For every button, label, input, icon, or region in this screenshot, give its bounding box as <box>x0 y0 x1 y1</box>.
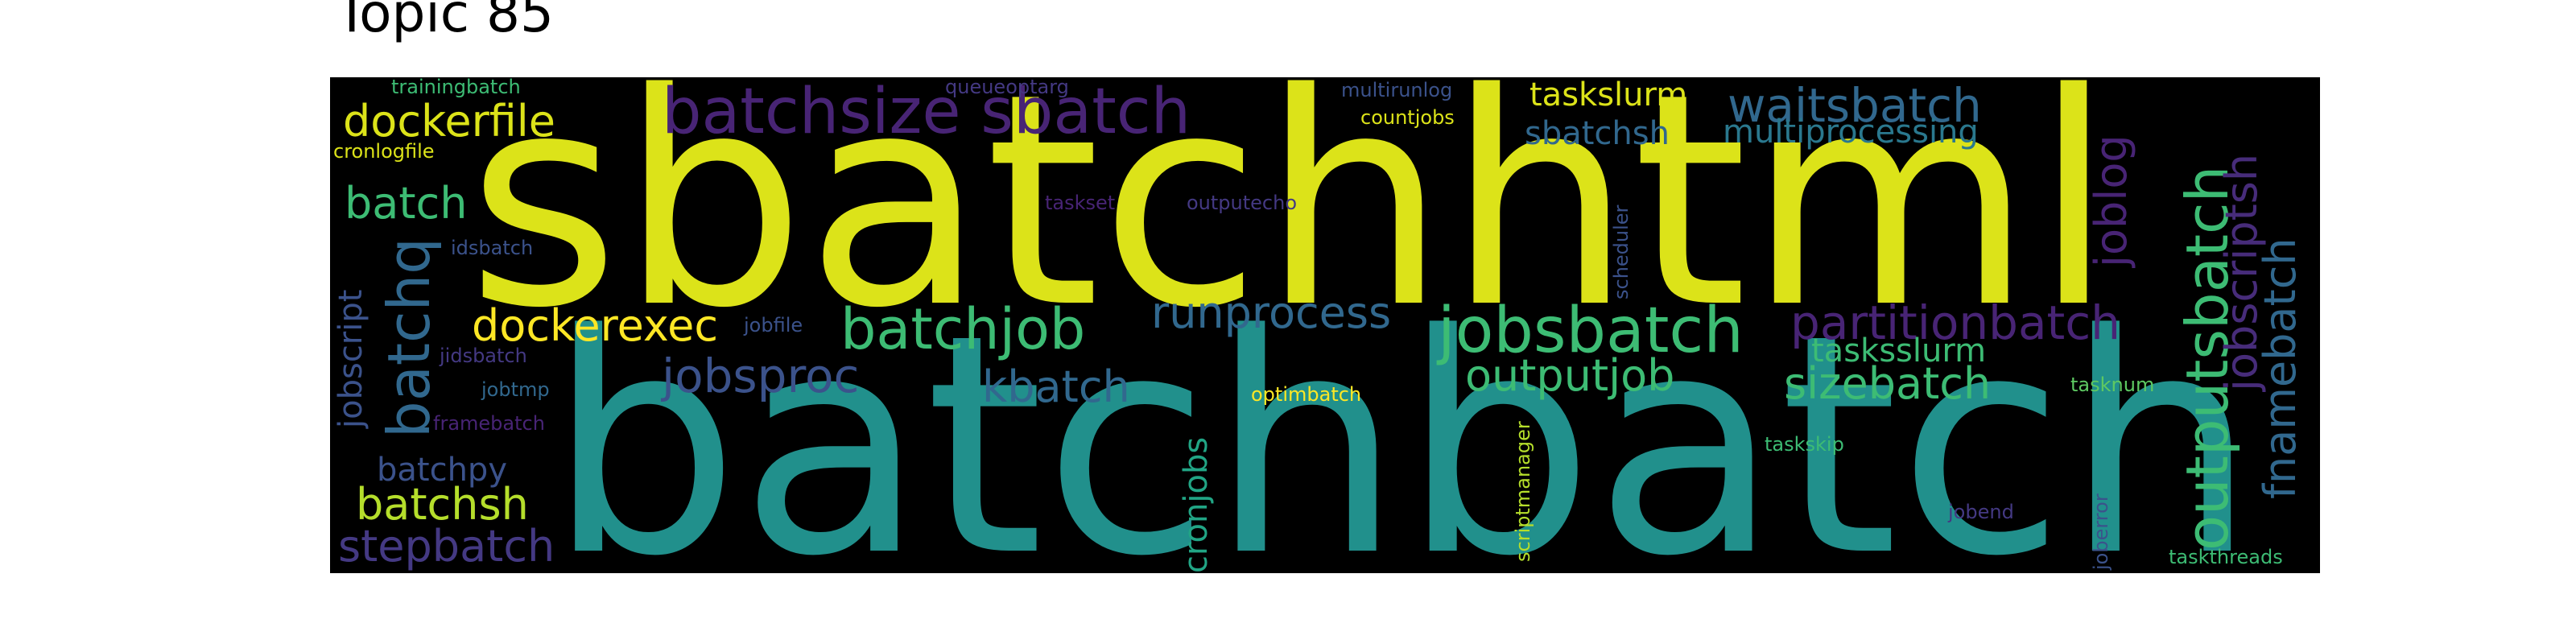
word-queueoptarg: queueoptarg <box>945 77 1069 98</box>
word-cloud: sbatchhtml batchbatch batchsize sbatch d… <box>330 77 2320 573</box>
word-idsbatch: idsbatch <box>451 237 534 259</box>
word-sizebatch: sizebatch <box>1784 358 1992 409</box>
word-trainingbatch: trainingbatch <box>391 77 521 98</box>
word-jobtmp: jobtmp <box>481 378 550 401</box>
word-runprocess: runprocess <box>1151 287 1392 338</box>
word-cronjobs: cronjobs <box>1178 436 1215 573</box>
word-scriptmanager: scriptmanager <box>1512 421 1534 562</box>
word-jobend: jobend <box>1948 501 2014 523</box>
word-sbatchsh: sbatchsh <box>1525 115 1670 152</box>
word-optimbatch: optimbatch <box>1251 383 1362 406</box>
word-jobfile: jobfile <box>744 314 803 336</box>
word-dockerexec: dockerexec <box>472 300 719 351</box>
word-taskset: taskset <box>1045 192 1116 214</box>
word-tasksslurm: tasksslurm <box>1811 332 1987 369</box>
word-jobsbatch: jobsbatch <box>1438 295 1744 367</box>
word-jobsproc: jobsproc <box>662 349 860 403</box>
word-taskskip: taskskip <box>1765 433 1844 456</box>
word-batchq: batchq <box>375 237 443 438</box>
word-outputjob: outputjob <box>1465 350 1675 401</box>
word-stepbatch: stepbatch <box>338 521 555 572</box>
word-countjobs: countjobs <box>1360 106 1455 129</box>
word-batchpy: batchpy <box>377 452 507 489</box>
word-joberror: joberror <box>2090 493 2112 570</box>
word-joblog: joblog <box>2086 134 2136 267</box>
word-sbatchhtml: sbatchhtml <box>467 77 2115 372</box>
word-batchsh: batchsh <box>356 479 529 530</box>
word-batch: batch <box>345 178 468 229</box>
word-batchbatch: batchbatch <box>547 270 2257 573</box>
word-fnamebatch: fnamebatch <box>2255 237 2306 499</box>
word-kbatch: kbatch <box>982 361 1130 412</box>
word-cronlogfile: cronlogfile <box>333 140 435 163</box>
word-waitsbatch: waitsbatch <box>1728 78 1982 133</box>
word-partitionbatch: partitionbatch <box>1790 295 2120 350</box>
word-taskthreads: taskthreads <box>2169 546 2283 568</box>
word-batchsize-sbatch: batchsize sbatch <box>662 77 1191 148</box>
word-taskslurm: taskslurm <box>1530 77 1688 114</box>
word-framebatch: framebatch <box>433 412 545 435</box>
word-jidsbatch: jidsbatch <box>440 345 527 367</box>
word-scheduler: scheduler <box>1610 204 1633 299</box>
word-outputecho: outputecho <box>1187 192 1298 214</box>
word-tasknum: tasknum <box>2070 374 2155 396</box>
word-multirunlog: multirunlog <box>1341 79 1453 101</box>
word-dockerfile: dockerfile <box>343 96 556 147</box>
figure-title: Topic 85 <box>336 0 554 44</box>
word-jobscript: jobscript <box>332 289 369 428</box>
word-batchjob: batchjob <box>840 296 1086 362</box>
word-multiprocessing: multiprocessing <box>1723 114 1979 151</box>
